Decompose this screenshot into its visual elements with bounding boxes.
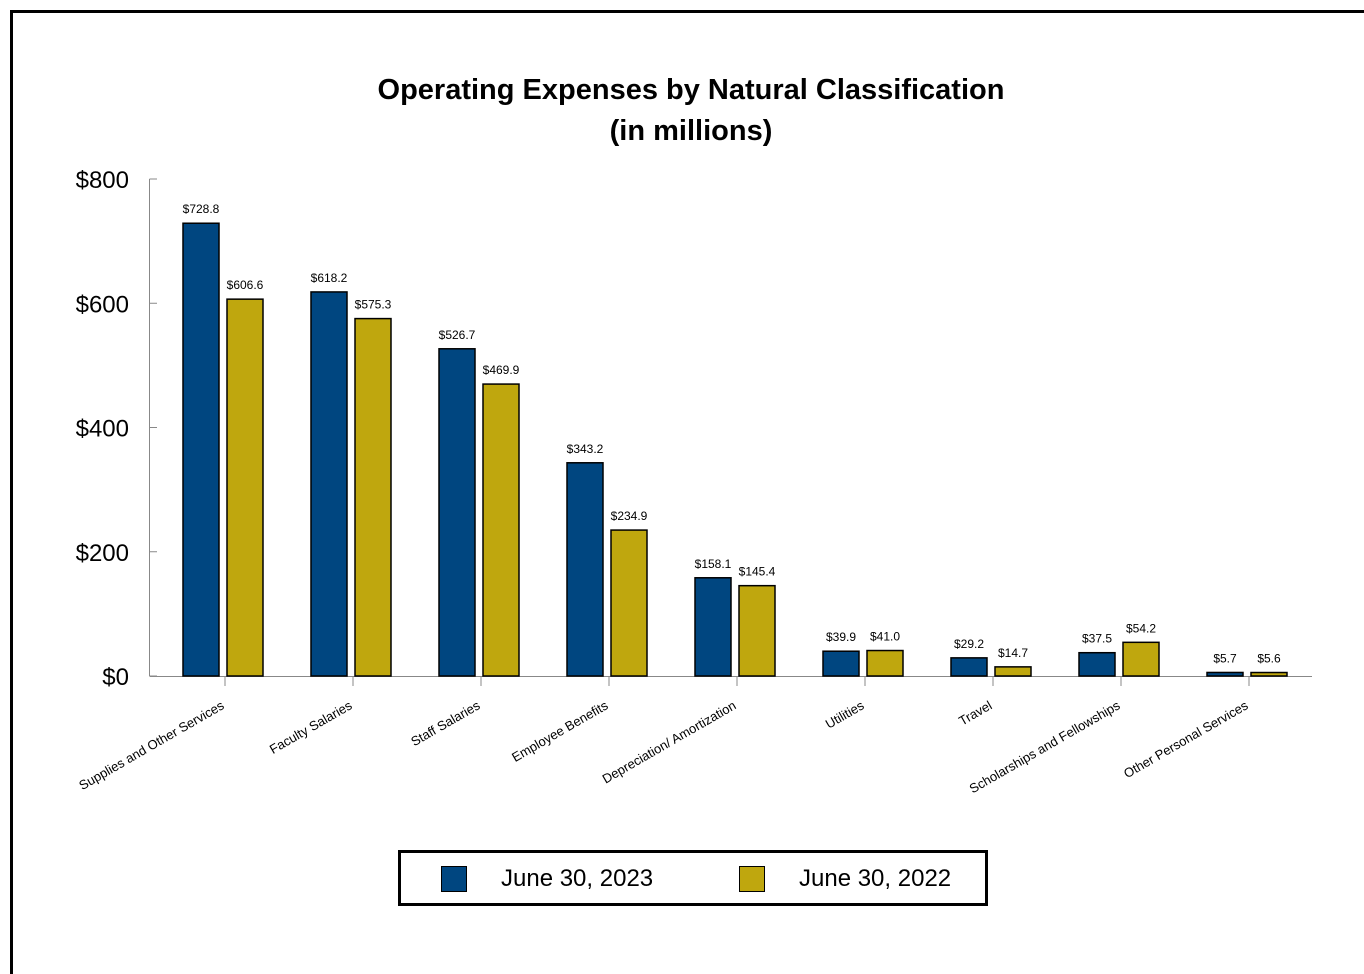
legend-item-2023: June 30, 2023	[441, 865, 653, 893]
chart-subtitle: (in millions)	[609, 115, 773, 147]
bar-2022	[866, 649, 904, 677]
x-category-label: Travel	[956, 698, 994, 729]
data-label: $469.9	[483, 363, 520, 377]
bar-2023	[310, 291, 348, 677]
bar-2022	[994, 666, 1032, 677]
bar-2023	[182, 222, 220, 677]
bar-2023	[950, 657, 988, 677]
legend-label-2023: June 30, 2023	[501, 865, 654, 892]
bar-2022	[1122, 641, 1160, 677]
y-tick-label: $0	[102, 664, 129, 691]
data-label: $5.6	[1257, 652, 1281, 666]
bar-2022	[738, 584, 776, 677]
data-label: $54.2	[1126, 621, 1156, 635]
x-category-label: Other Personal Services	[1121, 697, 1251, 781]
x-category-label: Faculty Salaries	[267, 697, 355, 756]
x-category-label: Staff Salaries	[408, 697, 483, 749]
bar-2023	[822, 650, 860, 677]
data-label: $728.8	[183, 202, 220, 216]
x-category-label: Utilities	[823, 697, 867, 731]
data-label: $41.0	[870, 630, 900, 644]
data-label: $526.7	[439, 328, 476, 342]
bar-2023	[566, 462, 604, 677]
data-label: $234.9	[611, 509, 648, 523]
bar-2022	[1250, 671, 1288, 677]
bar-2022	[354, 317, 392, 677]
y-tick-label: $600	[76, 291, 129, 318]
bar-2022	[226, 298, 264, 677]
chart-title-block: Operating Expenses by Natural Classifica…	[0, 70, 1364, 152]
x-category-label: Depreciation/ Amortization	[600, 698, 739, 787]
legend-label-2022: June 30, 2022	[799, 865, 952, 892]
data-label: $575.3	[355, 298, 392, 312]
bar-2022	[610, 529, 648, 677]
x-category-label: Employee Benefits	[509, 697, 611, 764]
bar-2023	[1206, 671, 1244, 677]
chart-title: Operating Expenses by Natural Classifica…	[377, 74, 1005, 106]
y-tick-label: $200	[76, 540, 129, 567]
bar-2023	[438, 348, 476, 677]
data-label: $145.4	[739, 565, 776, 579]
data-label: $29.2	[954, 637, 984, 651]
chart-frame	[10, 10, 1364, 974]
data-label: $5.7	[1213, 651, 1237, 665]
y-tick-label: $800	[76, 167, 129, 194]
y-tick-label: $400	[76, 416, 129, 443]
data-label: $37.5	[1082, 632, 1112, 646]
legend-item-2022: June 30, 2022	[739, 865, 951, 893]
data-label: $606.6	[227, 278, 264, 292]
chart-legend: June 30, 2023 June 30, 2022	[398, 850, 988, 906]
bar-2023	[694, 577, 732, 677]
legend-swatch-2023	[441, 866, 467, 892]
x-category-label: Supplies and Other Services	[76, 697, 227, 793]
data-label: $343.2	[567, 442, 604, 456]
bar-2022	[482, 383, 520, 677]
data-label: $158.1	[695, 557, 732, 571]
legend-swatch-2022	[739, 866, 765, 892]
data-label: $14.7	[998, 646, 1028, 660]
bar-2023	[1078, 651, 1116, 677]
data-label: $39.9	[826, 630, 856, 644]
data-label: $618.2	[311, 271, 348, 285]
